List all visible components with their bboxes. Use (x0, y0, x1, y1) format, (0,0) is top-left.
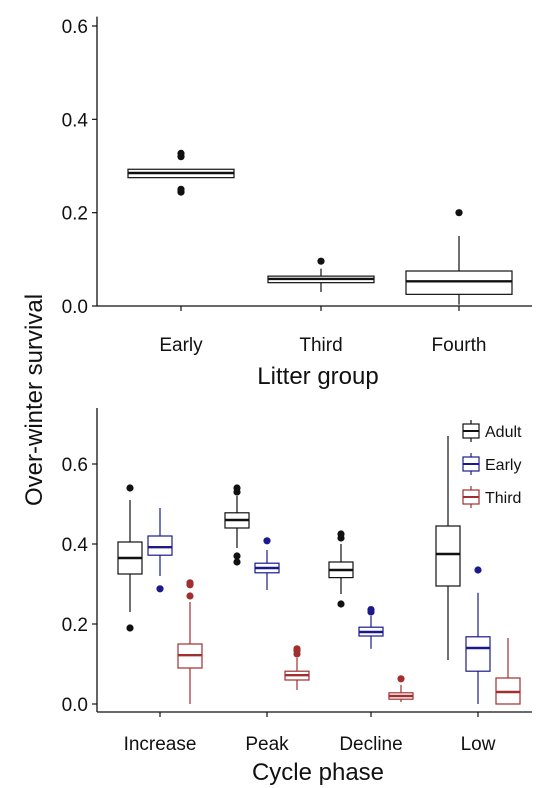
bottom-y-tick-label: 0.6 (62, 455, 88, 476)
box-outlier-point (126, 484, 134, 492)
box-iqr (147, 535, 173, 556)
bottom-series-early (147, 508, 491, 704)
box-outlier-point (177, 185, 185, 193)
box-outlier-point (186, 579, 194, 587)
legend-label: Adult (485, 424, 522, 441)
bottom-x-tick-label: Peak (245, 734, 289, 755)
box-outlier-point (186, 592, 194, 600)
box-iqr (465, 636, 491, 672)
box-outlier-point (337, 600, 345, 608)
bottom-legend: Adult Early Third (462, 420, 522, 508)
top-y-tick-label: 0.2 (62, 204, 88, 225)
top-series-boxes (127, 149, 513, 305)
bottom-x-axis-label: Cycle phase (252, 759, 384, 786)
box-outlier-point (233, 552, 241, 560)
box-outlier-point (293, 645, 301, 653)
bottom-series-third (177, 579, 521, 705)
box-outlier-point (474, 566, 482, 574)
top-x-tick-label: Fourth (432, 335, 487, 356)
box-outlier-point (233, 558, 241, 566)
legend-label: Early (485, 457, 521, 474)
bottom-y-tick-label: 0.4 (62, 535, 89, 556)
box-outlier-point (337, 530, 345, 538)
top-y-tick-label: 0.4 (62, 110, 89, 131)
box-iqr (405, 270, 513, 295)
bottom-y-tick-label: 0.0 (62, 695, 88, 716)
shared-y-axis-label: Over-winter survival (21, 294, 48, 506)
top-x-axis-label: Litter group (257, 363, 378, 390)
box-outlier-point (397, 675, 405, 683)
box-outlier-point (233, 484, 241, 492)
bottom-y-tick-label: 0.2 (62, 615, 88, 636)
top-x-tick-label: Third (299, 335, 342, 356)
bottom-series-adult (117, 436, 461, 660)
box-outlier-point (177, 149, 185, 157)
top-y-tick-label: 0.0 (62, 297, 88, 318)
panel-litter-group: 0.0 0.2 0.4 0.6 Early Third Fourth Litter group (62, 16, 532, 390)
top-x-tick-label: Early (159, 335, 203, 356)
box-outlier-point (317, 257, 325, 265)
box-iqr (435, 525, 461, 587)
box-outlier-point (455, 209, 463, 217)
panel-cycle-phase: 0.0 0.2 0.4 0.6 Increase Peak Decline Low Cycle … (62, 408, 532, 786)
bottom-x-tick-label: Decline (339, 734, 402, 755)
bottom-x-tick-label: Low (461, 734, 496, 755)
legend-label: Third (485, 490, 521, 507)
box-outlier-point (126, 624, 134, 632)
box-outlier-point (263, 537, 271, 545)
box-outlier-point (156, 585, 164, 593)
bottom-x-tick-label: Increase (124, 734, 197, 755)
box-outlier-point (367, 606, 375, 614)
top-y-tick-label: 0.6 (62, 17, 88, 38)
